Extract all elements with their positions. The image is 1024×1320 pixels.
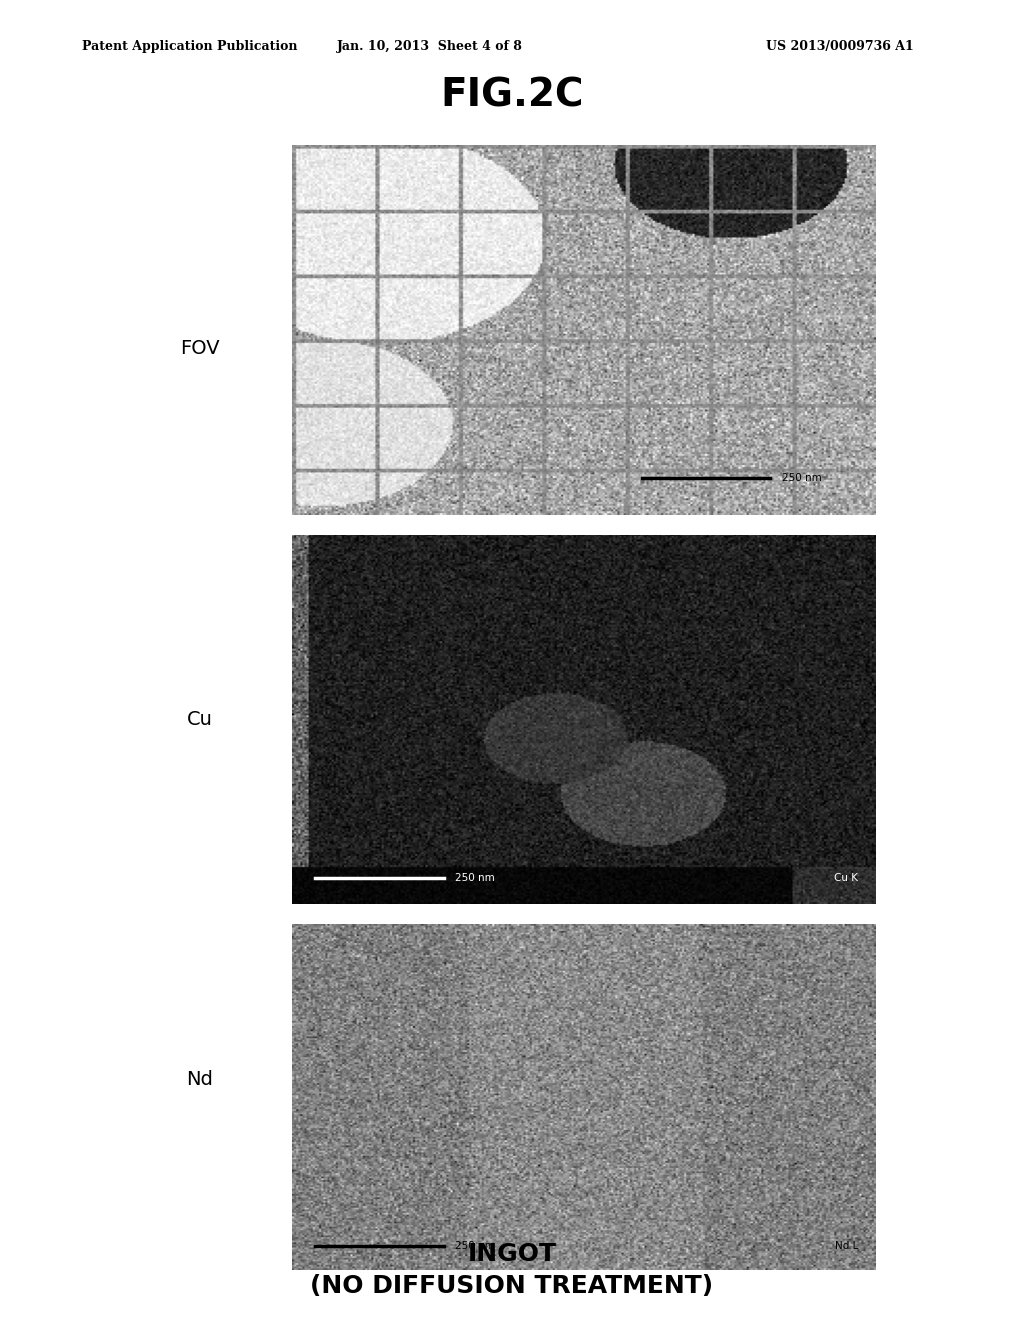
Text: US 2013/0009736 A1: US 2013/0009736 A1 xyxy=(766,40,913,53)
Text: Nd: Nd xyxy=(186,1071,213,1089)
Text: Cu K: Cu K xyxy=(834,874,858,883)
Text: INGOT: INGOT xyxy=(468,1242,556,1266)
Text: Nd L: Nd L xyxy=(835,1241,858,1250)
Text: Patent Application Publication: Patent Application Publication xyxy=(82,40,297,53)
Text: FOV: FOV xyxy=(180,339,219,358)
Text: Cu: Cu xyxy=(186,710,213,729)
Text: (NO DIFFUSION TREATMENT): (NO DIFFUSION TREATMENT) xyxy=(310,1274,714,1298)
Text: 250 nm: 250 nm xyxy=(456,1241,495,1250)
Text: FIG.2C: FIG.2C xyxy=(440,77,584,114)
Text: 250 nm: 250 nm xyxy=(456,874,495,883)
Text: 250 nm: 250 nm xyxy=(782,473,822,483)
Text: Jan. 10, 2013  Sheet 4 of 8: Jan. 10, 2013 Sheet 4 of 8 xyxy=(337,40,523,53)
